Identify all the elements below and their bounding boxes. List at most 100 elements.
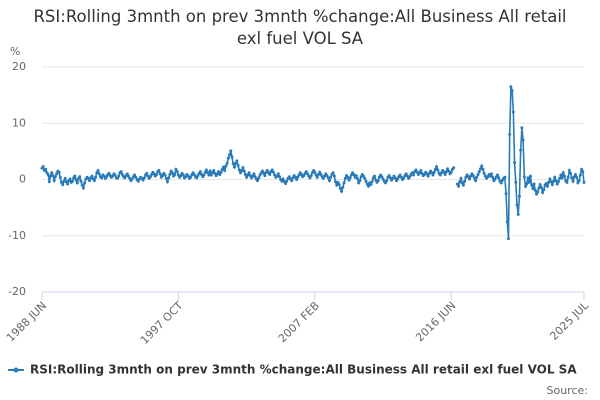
y-tick-label: 10 [12,116,26,129]
data-point [51,174,55,178]
data-point [508,133,512,136]
data-point [363,176,367,180]
data-point [126,174,130,178]
data-point [167,176,171,180]
data-point [433,167,437,171]
data-point [387,174,391,178]
data-point [184,175,188,179]
data-point [79,179,83,183]
data-point [66,182,70,186]
data-point [393,176,397,180]
data-point [253,175,257,179]
data-point [142,176,146,180]
data-point [521,138,525,142]
data-point [452,166,456,170]
data-point [496,173,500,177]
data-point [174,167,178,171]
data-point [55,172,59,176]
data-point [475,175,479,179]
data-point [321,176,325,180]
data-point [256,179,260,183]
data-point [466,175,470,179]
data-point [582,180,586,184]
data-point [388,176,392,180]
data-point [119,170,123,174]
data-point [449,170,453,174]
data-point [97,172,101,176]
data-point [278,175,282,179]
data-point [506,237,510,241]
data-point [499,181,503,185]
data-point [41,165,45,169]
data-point [477,170,481,174]
data-point [168,172,172,176]
data-point [196,174,200,178]
data-point [331,171,335,175]
data-point [569,171,573,175]
data-point [383,181,387,185]
data-point [246,173,250,177]
data-point [352,172,356,176]
data-point [404,172,408,176]
data-point [550,183,554,187]
data-point [148,175,152,179]
data-point [349,173,353,177]
data-point [105,175,109,179]
data-point [493,177,497,181]
data-point [337,183,341,187]
data-point [88,179,92,183]
data-point [176,173,180,177]
data-point [556,180,560,184]
data-point [240,169,244,172]
data-point [534,192,538,196]
data-point [446,167,450,171]
x-tick-label: 2007 FEB [276,299,322,345]
data-point [296,175,300,179]
data-point [302,174,306,178]
data-point [332,174,336,178]
data-point [365,182,369,186]
data-point [230,155,234,159]
data-point [422,172,426,176]
data-point [548,177,552,181]
data-point [270,168,274,172]
data-point [329,175,333,179]
data-point [163,173,167,177]
data-point [555,182,559,186]
data-point [284,181,288,185]
data-point [100,176,104,180]
data-point [285,179,289,183]
source: Source: [547,384,589,397]
data-point [414,168,418,172]
data-point [358,179,362,183]
data-point [59,180,63,184]
data-point [572,175,576,179]
data-point [44,167,48,171]
data-point [68,177,72,181]
data-point [374,178,378,182]
data-point [146,174,150,178]
data-point [461,183,465,187]
data-point [74,178,78,182]
data-point [243,172,247,176]
data-point [431,173,435,177]
data-point [581,170,585,174]
data-point [474,179,478,183]
data-point [145,171,149,175]
data-point [152,172,156,176]
data-point [200,172,204,176]
data-point [299,172,303,176]
data-point [52,179,56,183]
data-point [280,179,284,183]
data-point [275,174,279,178]
y-tick-label: 0 [19,173,26,186]
data-point [94,175,98,179]
data-point [83,181,87,185]
data-point [319,172,323,176]
data-point [291,176,295,180]
chart-title: RSI:Rolling 3mnth on prev 3mnth %change:… [33,7,567,48]
x-tick-label: 1997 OCT [138,299,186,347]
data-point [419,169,423,172]
